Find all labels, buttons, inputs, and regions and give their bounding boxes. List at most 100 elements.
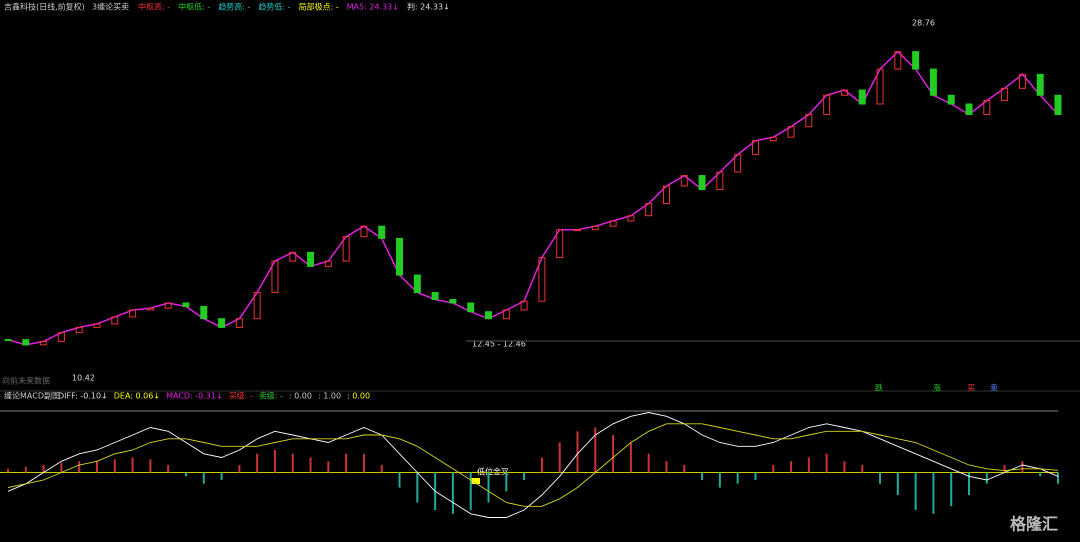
header-items: 中枢高: - 中枢低: - 趋势高: - 趋势低: - 局部极点: - MA5: 24.3…: [138, 2, 450, 12]
macd-bar: [523, 472, 526, 480]
candle: [200, 305, 208, 320]
candle: [662, 185, 670, 204]
macd-item: : 0.00: [289, 392, 312, 401]
cross-label: 低位金叉: [477, 467, 509, 477]
candle: [876, 68, 884, 105]
macd-bar: [380, 465, 383, 473]
macd-title: 缠论MACD副图: [4, 391, 60, 401]
candle: [823, 94, 831, 115]
candle: [360, 225, 368, 238]
candle: [485, 311, 493, 320]
candle: [805, 113, 813, 128]
macd-bar: [932, 472, 935, 514]
header-item: 中枢低: -: [178, 2, 210, 12]
candle: [75, 326, 83, 334]
macd-bar: [469, 472, 472, 510]
candle: [573, 229, 581, 232]
macd-bar: [291, 453, 294, 473]
macd-bar: [345, 453, 348, 473]
macd-bar: [238, 465, 241, 473]
header-item: 局部极点: -: [299, 2, 339, 12]
candle: [40, 340, 48, 346]
macd-bar: [131, 457, 134, 473]
macd-bar: [95, 461, 98, 473]
flag: 涨: [933, 383, 941, 393]
candle: [645, 202, 653, 217]
macd-item: : 0.00: [347, 392, 370, 401]
macd-bar: [807, 457, 810, 473]
flag: 跌: [875, 383, 883, 393]
macd-bar: [558, 442, 561, 473]
macd-bar: [790, 461, 793, 473]
macd-item: MACD: -0.31↓: [166, 392, 223, 401]
range-label: 12.45 - 12.46: [472, 340, 526, 349]
candle: [698, 175, 706, 191]
macd-bar: [1021, 461, 1024, 473]
macd-bar: [914, 472, 917, 510]
candle: [787, 126, 795, 138]
candle: [965, 103, 973, 115]
candle: [680, 175, 688, 187]
macd-item: 卖级: -: [259, 391, 283, 401]
candle: [894, 51, 902, 70]
macd-bar: [665, 461, 668, 473]
candle: [840, 89, 848, 96]
macd-bar: [202, 472, 205, 484]
macd-bar: [879, 472, 882, 484]
candle: [929, 68, 937, 96]
macd-bar: [612, 435, 615, 473]
candle: [627, 215, 635, 222]
macd-line: [7, 412, 1059, 518]
macd-bar: [825, 453, 828, 473]
macd-item: DEA: 0.06↓: [114, 392, 160, 401]
candle: [609, 220, 617, 227]
macd-bar: [683, 465, 686, 473]
indicator: 3缠论买卖: [92, 2, 129, 12]
macd-bar: [754, 472, 757, 480]
macd-bar: [256, 453, 259, 473]
macd-bar: [42, 465, 45, 473]
candle: [912, 51, 920, 70]
macd-bar: [487, 472, 490, 503]
macd-bar: [950, 472, 953, 507]
candle: [947, 94, 955, 105]
low-label: 10.42: [72, 374, 95, 383]
macd-bar: [398, 472, 401, 488]
candle: [716, 171, 724, 191]
note: 向前未来数据: [2, 376, 50, 386]
macd-bar: [736, 472, 739, 484]
candle: [449, 298, 457, 304]
candle: [983, 100, 991, 115]
candle: [235, 318, 243, 328]
candle: [182, 302, 190, 307]
macd-bar: [718, 472, 721, 488]
macd-item: DIFF: -0.10↓: [58, 392, 108, 401]
macd-bar: [594, 427, 597, 473]
macd-bar: [1039, 472, 1042, 477]
candle: [218, 318, 226, 328]
macd-bar: [1003, 465, 1006, 473]
macd-bar: [362, 453, 365, 473]
macd-bar: [113, 459, 116, 473]
candle: [164, 302, 172, 309]
header-item: 中枢高: -: [138, 2, 170, 12]
candle: [1054, 94, 1062, 115]
candle: [413, 274, 421, 294]
cross-marker: [470, 478, 480, 484]
candle: [111, 316, 119, 325]
macd-bar: [220, 472, 223, 480]
header-item: 趋势低: -: [258, 2, 290, 12]
candle: [253, 292, 261, 320]
macd-bar: [1057, 472, 1059, 484]
macd-bar: [78, 461, 81, 473]
candle: [22, 339, 30, 346]
macd-bar: [701, 472, 704, 480]
macd-items: DIFF: -0.10↓ DEA: 0.06↓ MACD: -0.31↓ 买级: - 卖…: [58, 391, 370, 401]
candle: [146, 307, 154, 311]
macd-bar: [149, 459, 152, 473]
candle: [538, 257, 546, 302]
macd-bar: [7, 468, 9, 473]
macd-bar: [647, 453, 650, 473]
title: 吉鑫科技(日线,前复权): [4, 2, 85, 12]
